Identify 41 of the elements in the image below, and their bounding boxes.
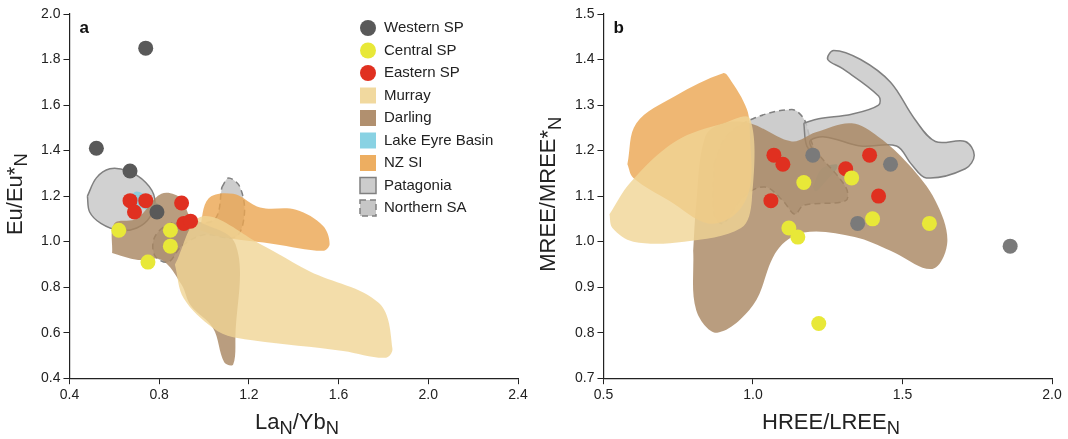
x-tick-label: 1.2 [239,386,259,403]
y-tick-label: 1.0 [40,232,61,249]
y-tick-label: 0.6 [40,323,61,340]
y-tick-label: 1.1 [574,186,595,203]
y-tick-label: 0.8 [40,278,61,295]
y-tick-label: 1.6 [40,95,61,112]
y-tick-label: 1.8 [40,50,61,67]
legend-label: Central SP [384,40,457,58]
x-tick-label: 2.0 [1042,386,1062,403]
legend-label: Eastern SP [384,63,460,81]
y-tick-label: 1.4 [40,141,61,158]
y-tick-label: 1.3 [574,95,595,112]
legend-label: Northern SA [384,198,467,216]
y-tick-label: 1.0 [574,232,595,249]
y-tick-label: 0.4 [40,369,61,386]
legend-label: Darling [384,108,432,126]
x-tick-label: 0.8 [149,386,170,403]
legend-label: NZ SI [384,153,423,171]
y-tick-label: 0.7 [574,369,595,386]
y-tick-label: 0.8 [574,323,595,340]
y-tick-label: 1.2 [40,186,61,203]
x-axis-title: HREE/LREE$_{N}$ [761,408,901,439]
chart-title: b [613,18,624,38]
legend-label: Patagonia [384,175,453,193]
y-tick-label: 0.9 [574,278,595,295]
x-tick-label: 1.6 [328,386,349,403]
y-tick-label: 1.4 [574,50,595,67]
x-tick-label: 1.5 [892,386,913,403]
legend-label: Murray [384,85,432,103]
y-tick-label: 1.5 [574,4,595,21]
y-tick-label: 2.0 [40,4,61,21]
x-tick-label: 2.4 [508,386,528,403]
legend-label: Lake Eyre Basin [384,130,494,148]
x-tick-label: 0.4 [59,386,80,403]
x-axis-title: La$_{N}$/Yb$_{N}$ [254,408,340,439]
chart-title: a [79,18,90,38]
x-tick-label: 2.0 [418,386,439,403]
x-tick-label: 0.5 [593,386,614,403]
legend-label: Western SP [384,18,464,36]
y-tick-label: 1.2 [574,141,595,158]
x-tick-label: 1.0 [743,386,763,403]
